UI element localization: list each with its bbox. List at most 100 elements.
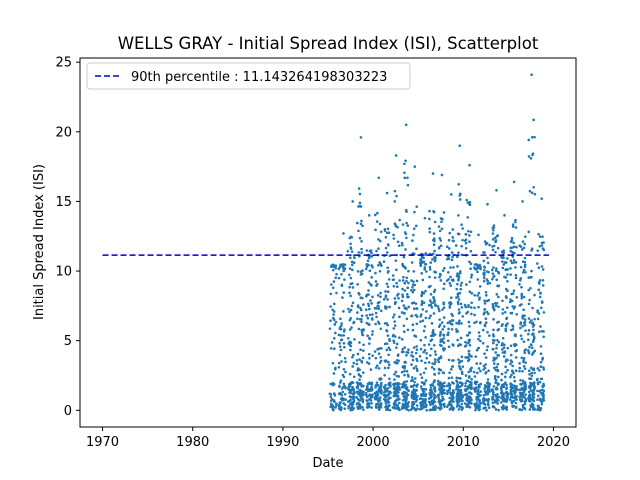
scatter-point (491, 304, 495, 308)
scatter-point (511, 305, 514, 308)
scatter-point (542, 396, 545, 400)
scatter-point (412, 366, 416, 370)
scatter-point (398, 218, 401, 222)
scatter-point (493, 375, 497, 378)
scatter-point (421, 308, 425, 311)
scatter-point (511, 255, 515, 258)
scatter-point (533, 192, 537, 196)
scatter-point (425, 310, 428, 313)
scatter-point (367, 289, 370, 292)
scatter-point (442, 333, 445, 337)
scatter-point (468, 406, 472, 409)
scatter-point (428, 299, 432, 302)
scatter-point (485, 408, 488, 412)
scatter-point (411, 358, 415, 362)
scatter-point (532, 392, 536, 395)
scatter-point (351, 268, 354, 272)
scatter-point (412, 270, 416, 273)
scatter-point (457, 214, 460, 217)
scatter-point (419, 385, 423, 388)
scatter-point (536, 317, 540, 321)
scatter-point (469, 267, 472, 271)
scatter-point (522, 390, 526, 394)
scatter-point (483, 269, 486, 272)
scatter-point (410, 288, 413, 292)
scatter-point (393, 297, 397, 300)
scatter-point (475, 320, 478, 324)
scatter-point (424, 361, 427, 365)
scatter-point (415, 404, 419, 407)
scatter-point (473, 313, 476, 317)
scatter-point (510, 369, 514, 372)
scatter-point (440, 321, 444, 324)
scatter-point (504, 327, 507, 331)
scatter-point (419, 258, 422, 262)
scatter-point (460, 359, 464, 363)
scatter-point (539, 377, 543, 381)
scatter-point (384, 246, 388, 250)
scatter-point (407, 389, 411, 392)
scatter-point (406, 176, 409, 180)
scatter-point (458, 394, 462, 398)
scatter-points (328, 73, 546, 412)
scatter-point (432, 290, 436, 294)
scatter-point (371, 295, 374, 299)
scatter-point (537, 281, 541, 284)
scatter-point (342, 330, 346, 333)
scatter-point (397, 306, 401, 310)
scatter-point (540, 301, 544, 304)
scatter-point (412, 307, 416, 311)
scatter-point (375, 391, 378, 395)
scatter-point (332, 318, 336, 321)
scatter-point (339, 401, 342, 404)
scatter-point (413, 383, 416, 387)
scatter-point (502, 249, 506, 252)
scatter-point (504, 323, 508, 327)
scatter-point (393, 378, 396, 381)
scatter-point (458, 361, 461, 365)
scatter-point (497, 408, 500, 412)
scatter-point (539, 360, 543, 364)
scatter-point (349, 294, 352, 298)
scatter-point (500, 324, 504, 328)
scatter-point (404, 392, 407, 395)
scatter-point (438, 237, 442, 240)
scatter-point (459, 336, 463, 340)
scatter-point (457, 308, 461, 311)
scatter-point (350, 250, 354, 253)
scatter-point (392, 278, 395, 281)
scatter-point (538, 295, 542, 299)
scatter-point (501, 299, 504, 303)
scatter-point (460, 244, 463, 248)
scatter-point (466, 216, 470, 219)
scatter-point (357, 205, 360, 208)
scatter-point (515, 349, 519, 352)
scatter-point (404, 232, 408, 236)
scatter-point (524, 399, 527, 403)
scatter-point (513, 379, 517, 383)
scatter-point (377, 307, 381, 311)
scatter-point (378, 378, 382, 381)
scatter-point (438, 275, 441, 279)
scatter-point (476, 392, 479, 396)
scatter-point (482, 279, 486, 283)
scatter-point (523, 265, 527, 268)
y-axis-ticks: 0 5 10 15 20 25 (55, 56, 80, 419)
scatter-point (503, 351, 507, 354)
scatter-point (521, 317, 525, 320)
scatter-point (477, 337, 480, 341)
scatter-point (448, 281, 452, 285)
scatter-point (355, 359, 359, 362)
scatter-point (429, 339, 433, 343)
scatter-point (419, 347, 423, 351)
scatter-point (407, 281, 410, 285)
scatter-point (512, 180, 516, 184)
scatter-point (441, 269, 445, 272)
scatter-point (386, 266, 389, 270)
scatter-point (353, 256, 356, 260)
scatter-point (360, 247, 363, 251)
scatter-point (537, 312, 541, 315)
scatter-point (468, 234, 471, 237)
scatter-point (351, 396, 355, 399)
scatter-point (442, 287, 445, 291)
